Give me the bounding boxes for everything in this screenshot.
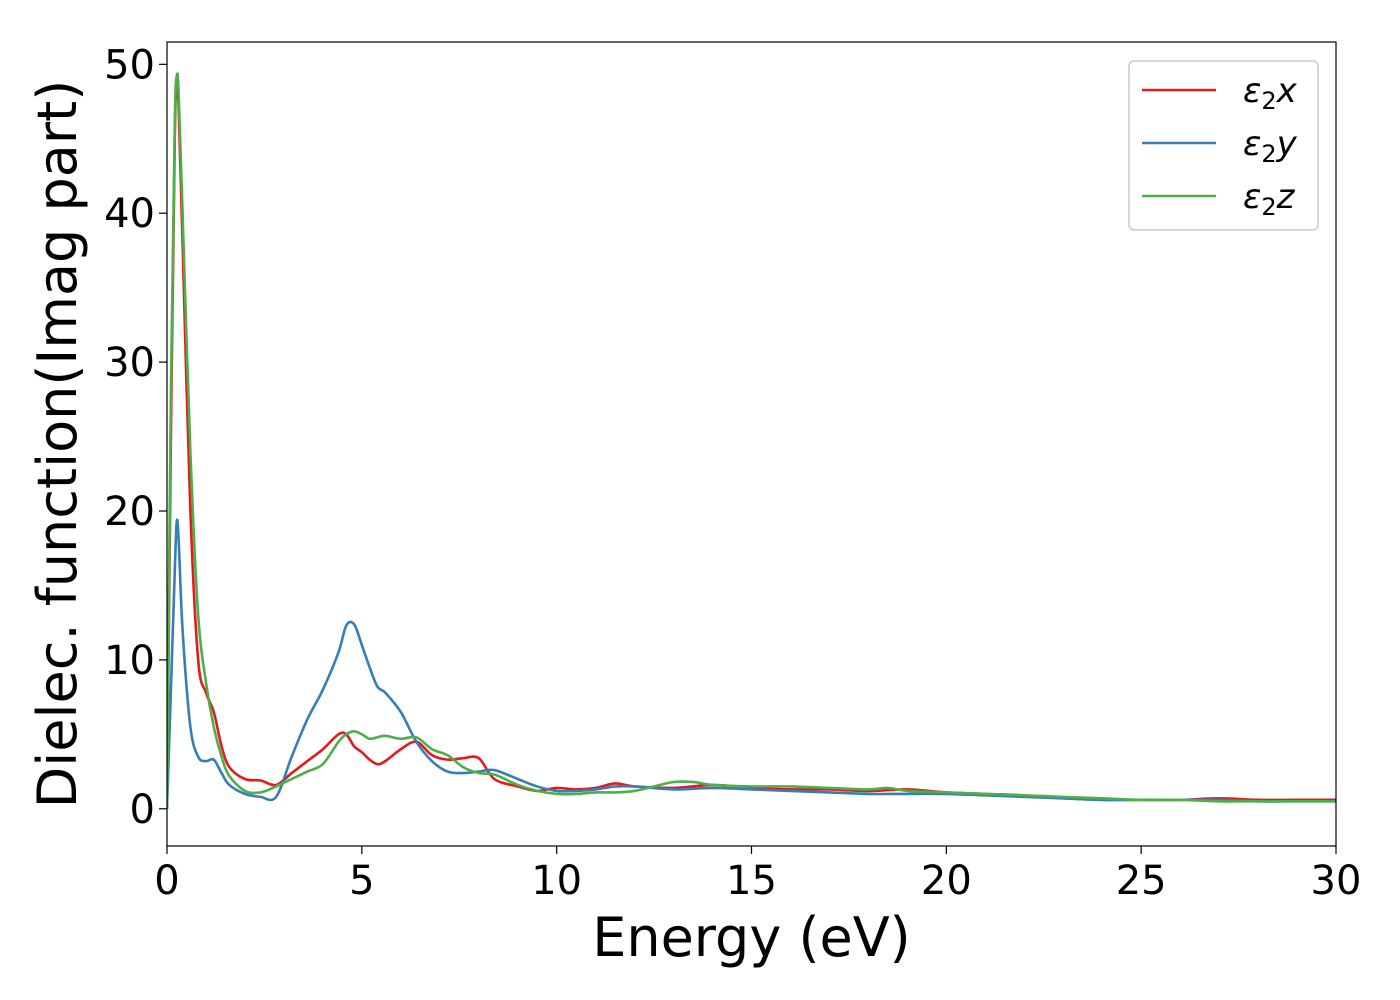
y-tick-label: 40 [104, 191, 155, 237]
y-axis-ticks: 0 10 20 30 40 50 [104, 42, 167, 833]
x-tick-label: 30 [1311, 858, 1362, 904]
y-tick-label: 10 [104, 638, 155, 684]
x-tick-label: 5 [349, 858, 374, 904]
series-layer [167, 72, 1336, 809]
x-tick-label: 10 [531, 858, 582, 904]
y-axis-label: Dielec. function(Imag part) [26, 80, 89, 809]
legend-item-x: ε2x [1142, 71, 1298, 115]
x-axis-ticks: 0 5 10 15 20 25 30 [154, 846, 1361, 904]
legend-item-y: ε2y [1142, 124, 1298, 168]
legend-box [1128, 60, 1319, 231]
legend-label: ε2z [1243, 177, 1296, 221]
y-tick-label: 0 [130, 787, 155, 833]
legend-label: ε2y [1243, 124, 1298, 168]
series-line-z [167, 72, 1336, 809]
x-tick-label: 15 [726, 858, 777, 904]
x-axis-label: Energy (eV) [592, 906, 911, 969]
legend-item-z: ε2z [1142, 177, 1296, 221]
x-tick-label: 25 [1116, 858, 1167, 904]
x-tick-label: 20 [921, 858, 972, 904]
y-tick-label: 30 [104, 340, 155, 386]
legend: ε2x ε2y ε2z [1128, 60, 1319, 231]
legend-label: ε2x [1243, 71, 1298, 115]
y-tick-label: 20 [104, 489, 155, 535]
x-tick-label: 0 [154, 858, 179, 904]
y-tick-label: 50 [104, 42, 155, 88]
legend-items: ε2x ε2y ε2z [1142, 71, 1298, 221]
series-line-y [167, 518, 1336, 809]
